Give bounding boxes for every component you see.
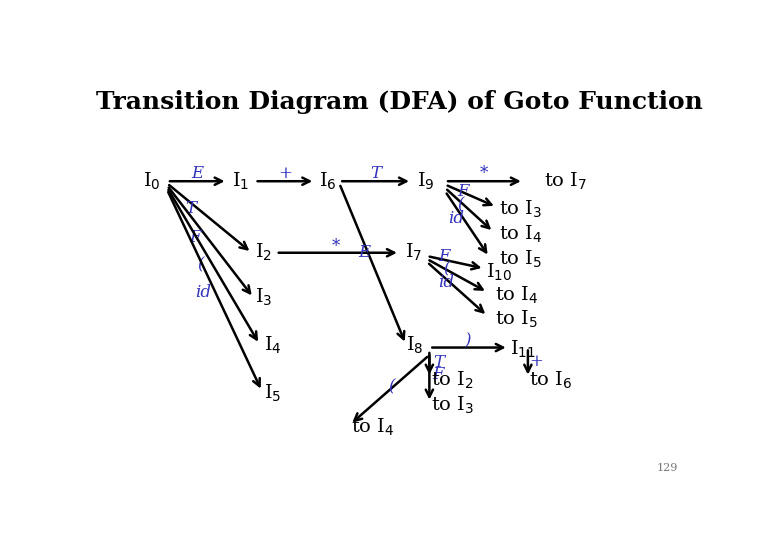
Text: Transition Diagram (DFA) of Goto Function: Transition Diagram (DFA) of Goto Functio… [96,90,704,114]
Text: F: F [457,183,468,200]
Text: (: ( [197,256,204,274]
Text: id: id [195,284,211,301]
Text: to I$_4$: to I$_4$ [351,417,395,438]
Text: to I$_6$: to I$_6$ [529,369,573,390]
Text: to I$_3$: to I$_3$ [431,394,474,416]
Text: id: id [438,274,454,291]
Text: ): ) [464,333,470,349]
Text: F: F [190,230,201,246]
Text: I$_1$: I$_1$ [232,171,249,192]
Text: to I$_5$: to I$_5$ [495,309,538,330]
Text: to I$_3$: to I$_3$ [499,199,543,220]
Text: I$_2$: I$_2$ [254,242,271,264]
Text: I$_7$: I$_7$ [405,242,422,264]
Text: I$_0$: I$_0$ [143,171,161,192]
Text: (: ( [457,196,463,213]
Text: +: + [530,353,544,370]
Text: to I$_4$: to I$_4$ [499,224,543,245]
Text: to I$_5$: to I$_5$ [499,249,543,270]
Text: I$_3$: I$_3$ [254,287,272,308]
Text: I$_8$: I$_8$ [406,335,424,356]
Text: F: F [433,367,444,383]
Text: E: E [191,165,204,182]
Text: I$_5$: I$_5$ [264,383,281,404]
Text: I$_9$: I$_9$ [417,171,434,192]
Text: I$_{11}$: I$_{11}$ [510,339,536,360]
Text: (: ( [388,379,395,395]
Text: (: ( [444,261,450,278]
Text: I$_6$: I$_6$ [319,171,337,192]
Text: T: T [433,354,444,371]
Text: to I$_7$: to I$_7$ [544,171,587,192]
Text: 129: 129 [657,463,678,473]
Text: to I$_2$: to I$_2$ [431,369,474,390]
Text: T: T [186,200,197,217]
Text: E: E [359,244,370,261]
Text: id: id [448,210,465,227]
Text: I$_4$: I$_4$ [264,335,282,356]
Text: to I$_4$: to I$_4$ [495,285,539,306]
Text: T: T [370,165,381,182]
Text: *: * [332,238,340,254]
Text: +: + [278,165,292,182]
Text: I$_{10}$: I$_{10}$ [486,262,512,284]
Text: F: F [438,247,450,265]
Text: *: * [480,165,488,182]
